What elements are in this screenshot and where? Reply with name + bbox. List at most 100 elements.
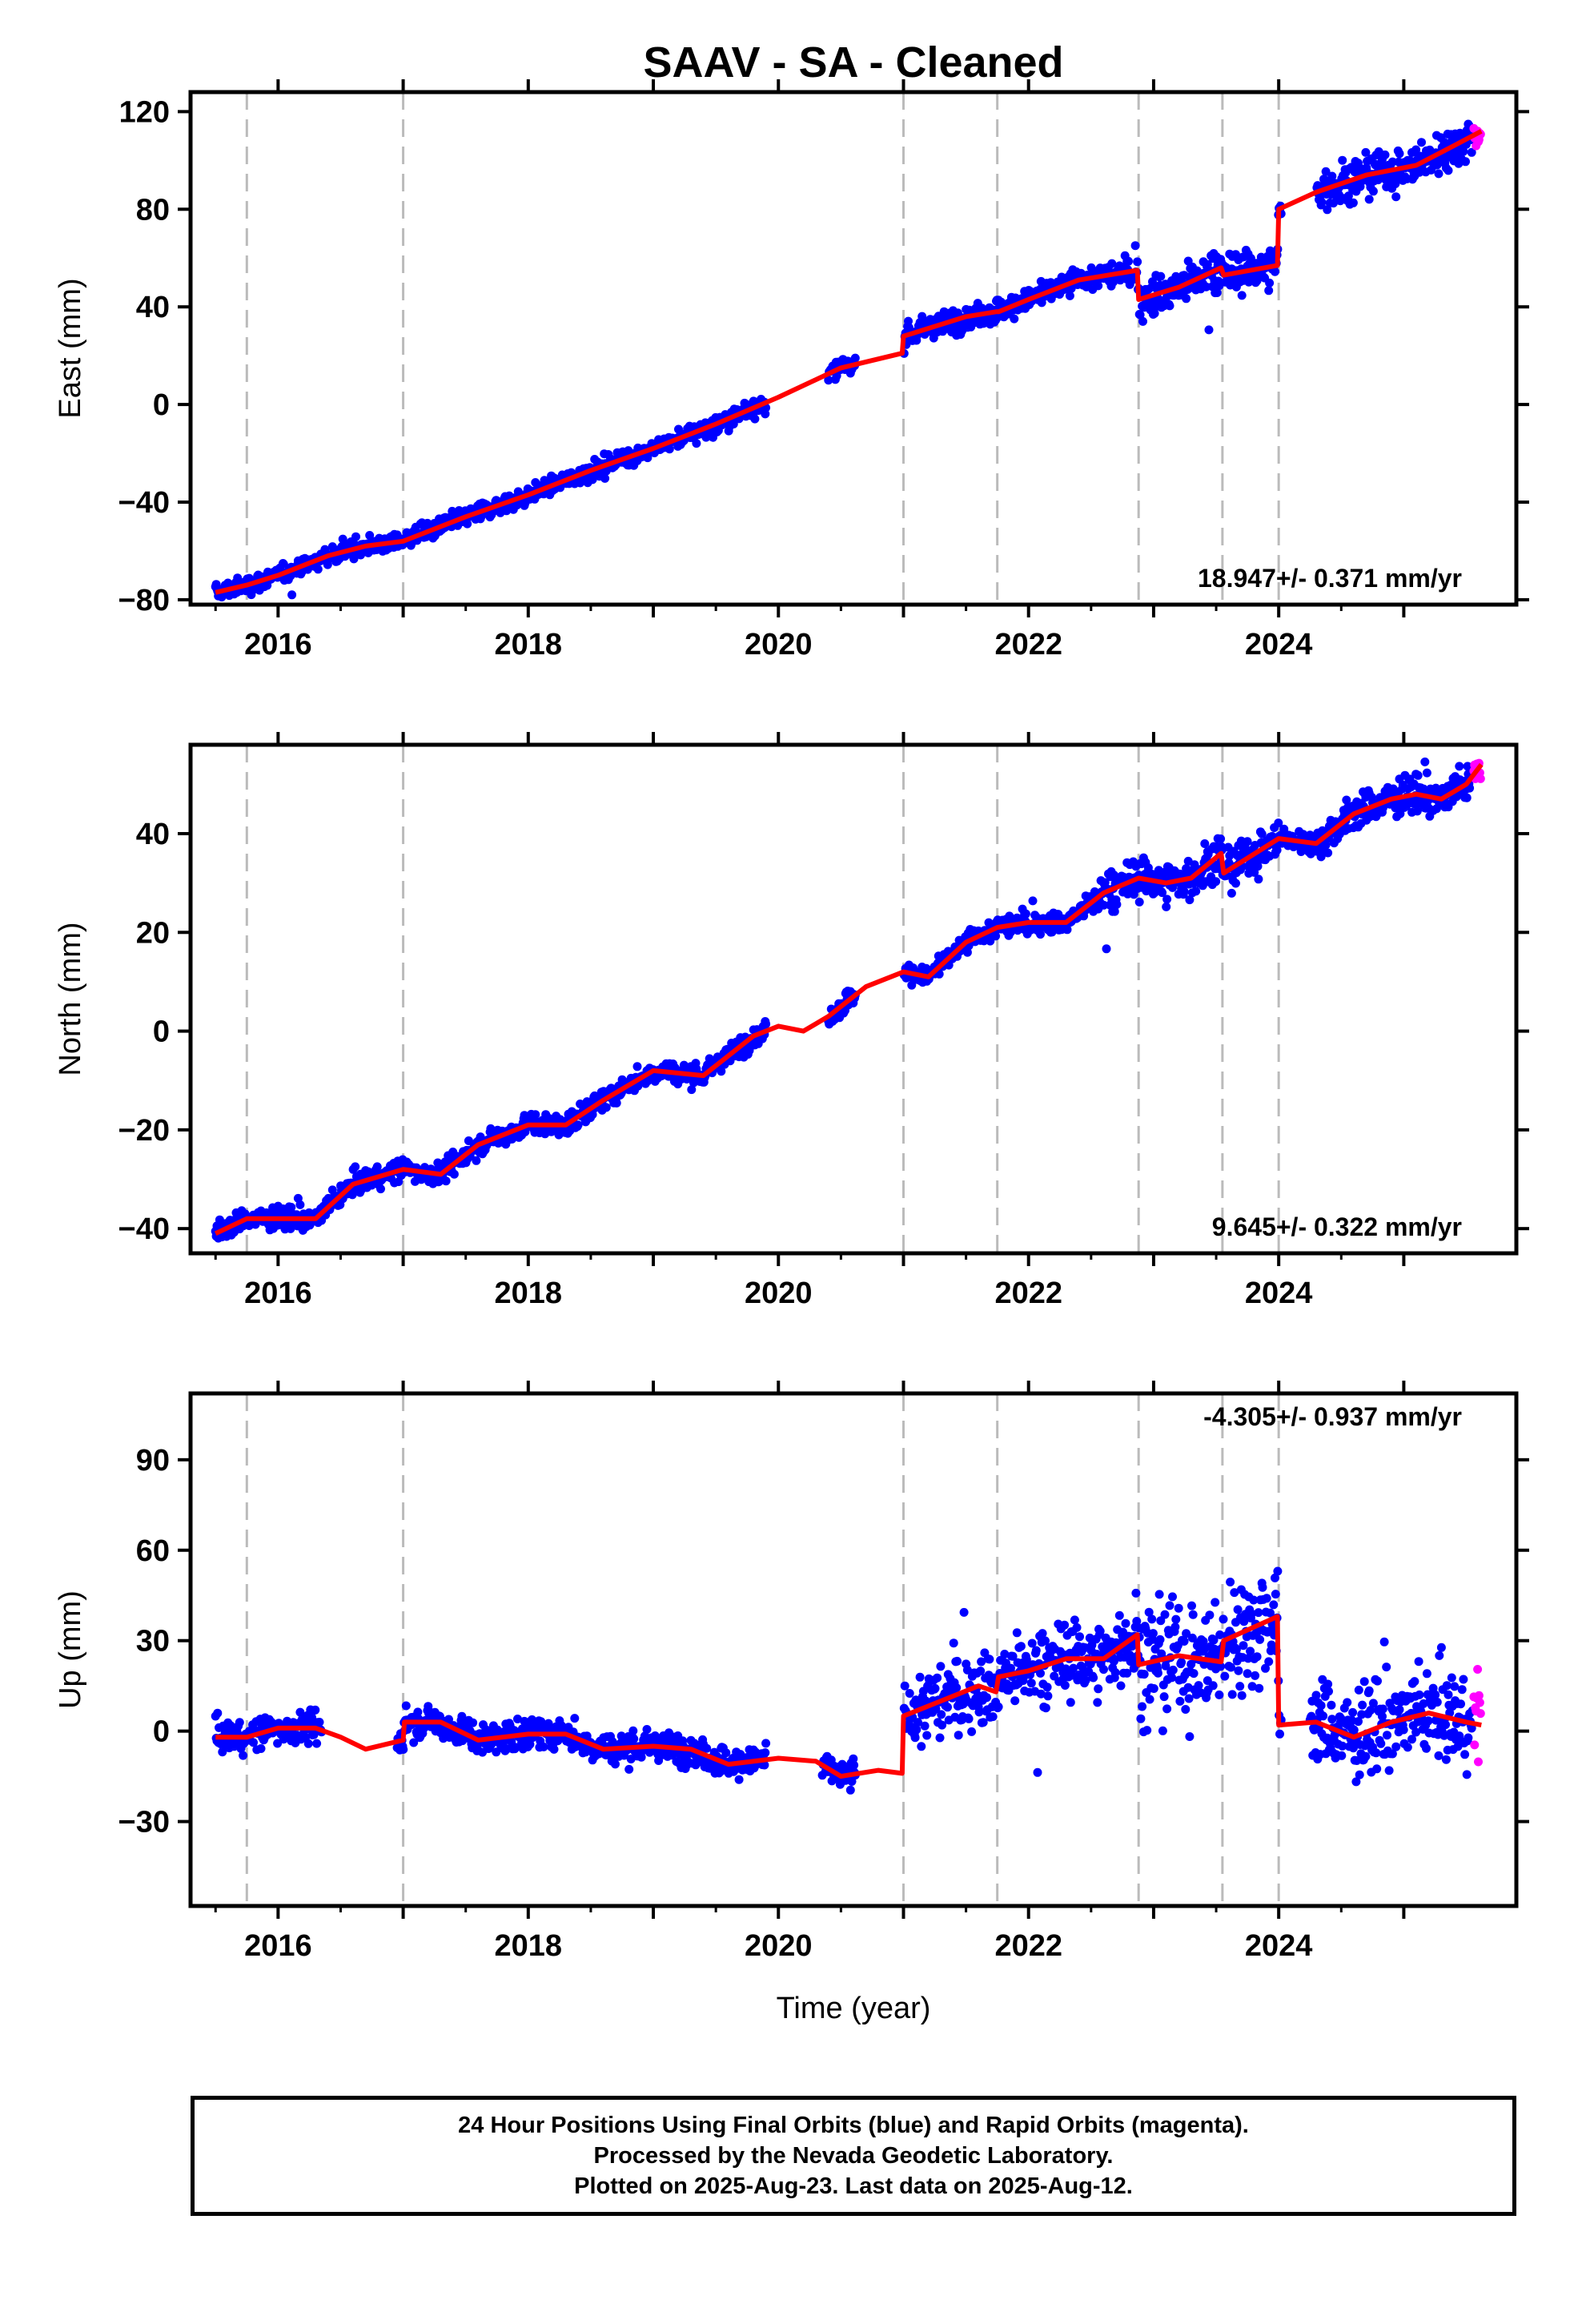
data-point [1230,1588,1239,1598]
data-point [1262,1594,1271,1603]
data-point [1323,205,1332,215]
data-point [1160,1610,1170,1619]
data-point [1373,1676,1382,1686]
data-point [1219,1614,1228,1624]
data-point [1422,1669,1431,1679]
data-point [1342,795,1351,805]
velocity-rate-label: 18.947+/- 0.371 mm/yr [1198,564,1462,593]
data-point [1431,1690,1440,1699]
data-point [1321,840,1331,850]
data-point [1391,192,1401,202]
data-point [1403,1743,1412,1752]
data-point [313,565,323,574]
data-point [1081,1675,1090,1685]
data-point [401,1701,411,1711]
data-point [1093,1698,1102,1707]
data-point [824,376,833,385]
data-point [1094,281,1103,291]
plot-frame [188,742,1519,1256]
data-point [1384,1766,1394,1775]
data-point [761,1748,770,1758]
data-point [1410,1677,1419,1687]
data-point [1010,1696,1020,1706]
data-point [1112,899,1122,909]
data-point [1110,1668,1120,1677]
data-point [1265,278,1275,287]
data-point [1243,837,1252,846]
data-point [1474,1691,1484,1700]
data-point [1179,1637,1189,1646]
data-point [544,1719,553,1728]
data-point [1185,895,1195,905]
data-point [930,1683,940,1693]
data-point [409,1738,419,1747]
data-point [1038,1629,1047,1638]
data-point [1323,1679,1333,1689]
data-point [1239,1641,1248,1651]
data-point [962,1665,972,1675]
data-point [1354,1717,1363,1727]
data-point [273,1739,283,1748]
data-point [1476,774,1485,783]
data-point [1043,1691,1053,1701]
data-point [1257,829,1267,838]
data-point [1191,887,1201,896]
data-point [235,1718,244,1727]
data-point [1162,895,1172,904]
data-point [850,353,860,363]
data-point [1158,1726,1167,1735]
data-point [1005,911,1014,921]
data-point [1246,1647,1255,1656]
data-point [249,1738,258,1747]
data-point [1249,1595,1259,1605]
model-fit-line [215,129,1483,595]
data-point [1099,1665,1108,1675]
data-point [1441,1720,1451,1730]
data-point [492,1747,501,1757]
y-tick-label: 20 [136,916,170,950]
x-tick-label: 2024 [1245,1277,1313,1310]
data-point [1027,1638,1037,1648]
data-point [1170,1622,1180,1632]
data-point [1279,824,1289,834]
data-point [933,1673,942,1683]
data-point [1227,1690,1237,1699]
data-point [525,1739,535,1749]
data-point [849,1754,858,1763]
data-point [1327,1715,1337,1724]
data-point [611,1759,620,1769]
data-point [1411,1727,1421,1737]
data-point [1187,1601,1196,1610]
data-point [959,1607,969,1617]
data-point [845,1785,855,1795]
data-point [761,1019,771,1029]
data-point [1099,900,1108,910]
data-point [1114,1610,1124,1620]
data-point [1462,793,1472,802]
data-point [1434,1751,1443,1760]
data-point [295,1200,305,1209]
y-axis-label: East (mm) [54,278,87,418]
data-point [978,1718,988,1727]
data-point [1467,147,1476,157]
data-point [1358,1700,1367,1710]
data-point [1422,768,1431,778]
data-point [1150,308,1159,318]
data-point [1338,1741,1347,1751]
data-point [1153,1668,1162,1678]
final-orbits-points [211,1566,1477,1795]
data-point [1060,1620,1070,1630]
data-point [1420,757,1430,766]
data-point [1364,1686,1374,1695]
data-point [1274,818,1283,828]
data-point [279,559,288,569]
data-point [692,439,701,448]
data-point [1133,257,1142,267]
data-point [991,931,1001,941]
plot-frame [188,90,1519,607]
y-tick-label: −40 [118,486,170,520]
data-point [1237,1691,1247,1700]
data-point [449,1169,459,1179]
